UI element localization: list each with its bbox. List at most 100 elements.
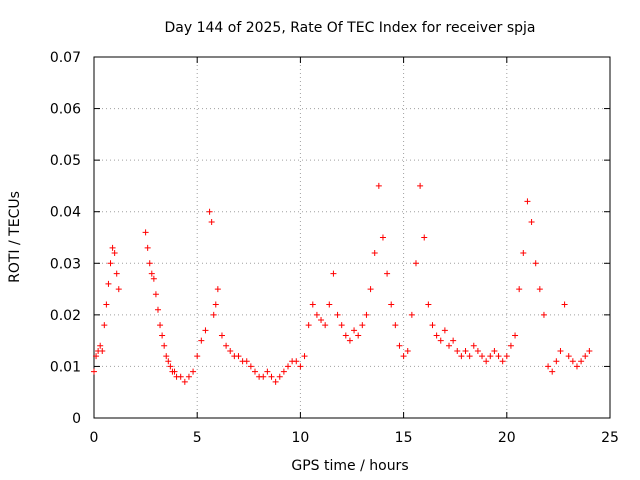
data-point — [154, 306, 161, 313]
data-point — [466, 353, 473, 360]
data-point — [400, 353, 407, 360]
data-point — [99, 347, 106, 354]
x-tick-label: 5 — [193, 430, 202, 446]
data-point — [280, 368, 287, 375]
x-tick-label: 0 — [90, 430, 99, 446]
data-point — [351, 327, 358, 334]
data-point — [103, 301, 110, 308]
data-point — [202, 327, 209, 334]
data-point — [247, 363, 254, 370]
data-point — [322, 322, 329, 329]
data-point — [272, 378, 279, 385]
data-point — [97, 342, 104, 349]
x-tick-label: 10 — [291, 430, 309, 446]
data-point — [379, 234, 386, 241]
data-point — [363, 311, 370, 318]
x-tick-label: 20 — [498, 430, 516, 446]
data-point — [359, 322, 366, 329]
data-point — [218, 332, 225, 339]
data-point — [545, 363, 552, 370]
data-point — [111, 249, 118, 256]
data-point — [194, 353, 201, 360]
data-point — [227, 347, 234, 354]
data-point — [425, 301, 432, 308]
data-point — [375, 182, 382, 189]
data-point — [171, 368, 178, 375]
data-point — [313, 311, 320, 318]
data-point — [437, 337, 444, 344]
data-point — [181, 378, 188, 385]
data-point — [495, 353, 502, 360]
data-point — [392, 322, 399, 329]
data-point — [346, 337, 353, 344]
data-point — [573, 363, 580, 370]
data-point — [582, 353, 589, 360]
data-point — [318, 317, 325, 324]
data-point — [105, 280, 112, 287]
data-point — [260, 373, 267, 380]
data-point — [462, 347, 469, 354]
data-point — [433, 332, 440, 339]
y-tick-label: 0.02 — [50, 308, 81, 324]
data-point — [309, 301, 316, 308]
y-tick-label: 0.03 — [50, 256, 81, 272]
data-point — [578, 358, 585, 365]
data-point — [371, 249, 378, 256]
data-point — [198, 337, 205, 344]
data-point — [499, 358, 506, 365]
data-point — [557, 347, 564, 354]
data-point — [115, 286, 122, 293]
data-point — [107, 260, 114, 267]
data-point — [152, 291, 159, 298]
data-point — [483, 358, 490, 365]
data-point — [421, 234, 428, 241]
data-point — [528, 219, 535, 226]
data-point — [516, 286, 523, 293]
data-point — [109, 244, 116, 251]
data-point — [384, 270, 391, 277]
data-point — [177, 373, 184, 380]
data-point — [235, 353, 242, 360]
data-point — [540, 311, 547, 318]
y-tick-label: 0.05 — [50, 153, 81, 169]
data-point — [326, 301, 333, 308]
data-point — [367, 286, 374, 293]
data-point — [264, 368, 271, 375]
data-point — [251, 368, 258, 375]
y-axis: 0 0.01 0.02 0.03 0.04 0.05 0.06 0.07 — [50, 50, 610, 427]
data-point — [301, 353, 308, 360]
data-point — [536, 286, 543, 293]
data-point — [404, 347, 411, 354]
data-point — [101, 322, 108, 329]
data-point — [305, 322, 312, 329]
data-series-roti — [91, 182, 593, 385]
data-point — [507, 342, 514, 349]
data-point — [441, 327, 448, 334]
data-point — [487, 353, 494, 360]
y-tick-label: 0 — [72, 411, 81, 427]
data-point — [565, 353, 572, 360]
data-point — [206, 208, 213, 215]
data-point — [148, 270, 155, 277]
data-point — [159, 332, 166, 339]
data-point — [561, 301, 568, 308]
data-point — [293, 358, 300, 365]
data-point — [150, 275, 157, 282]
data-point — [334, 311, 341, 318]
data-point — [512, 332, 519, 339]
data-point — [458, 353, 465, 360]
data-point — [276, 373, 283, 380]
x-axis: 0 5 10 15 20 25 — [90, 57, 619, 446]
data-point — [396, 342, 403, 349]
data-point — [450, 337, 457, 344]
data-point — [223, 342, 230, 349]
data-point — [553, 358, 560, 365]
data-point — [446, 342, 453, 349]
data-point — [243, 358, 250, 365]
data-point — [297, 363, 304, 370]
data-point — [479, 353, 486, 360]
data-point — [338, 322, 345, 329]
data-point — [167, 363, 174, 370]
y-axis-label: ROTI / TECUs — [7, 191, 23, 283]
